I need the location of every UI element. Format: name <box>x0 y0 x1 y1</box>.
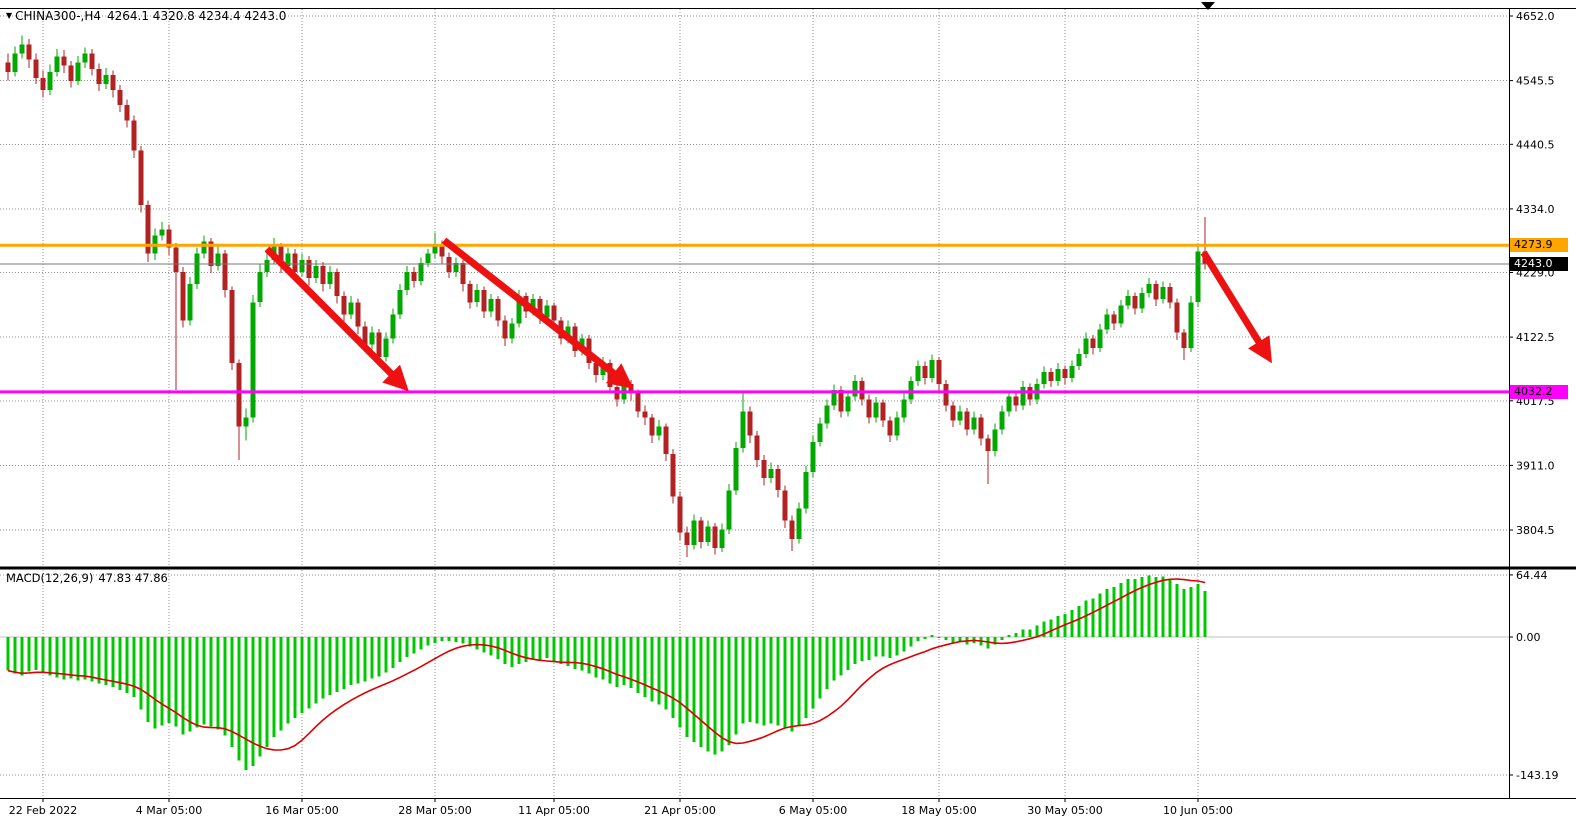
trend-arrow[interactable] <box>1200 250 1272 364</box>
macd-indicator-values: 47.83 47.86 <box>98 571 168 585</box>
chart-title: ▼ CHINA300-,H4 4264.1 4320.8 4234.4 4243.0 <box>6 9 286 23</box>
trend-arrow[interactable] <box>264 246 409 392</box>
y-axis-label: 3911.0 <box>1516 459 1555 472</box>
x-axis-label: 28 Mar 05:00 <box>398 804 471 817</box>
x-axis-label: 16 Mar 05:00 <box>265 804 338 817</box>
x-axis-label: 22 Feb 2022 <box>9 804 77 817</box>
chart-shift-marker-icon[interactable] <box>1201 2 1215 10</box>
chart-ohlc-values: 4264.1 4320.8 4234.4 4243.0 <box>107 9 287 23</box>
y-axis-labels: 4652.04545.54440.54334.04229.04122.54017… <box>1509 10 1558 782</box>
macd-axis-label: -143.19 <box>1516 769 1558 782</box>
x-axis-label: 11 Apr 05:00 <box>518 804 590 817</box>
y-axis-label: 4122.5 <box>1516 331 1555 344</box>
macd-histogram <box>6 575 1207 770</box>
macd-indicator-label: MACD(12,26,9) 47.83 47.86 <box>6 571 168 585</box>
y-axis-label: 4334.0 <box>1516 203 1555 216</box>
y-axis-label: 4545.5 <box>1516 75 1555 88</box>
pane-borders <box>0 8 1576 799</box>
y-axis-label: 4440.5 <box>1516 138 1555 151</box>
support-price-tag: 4032.2 <box>1510 385 1568 399</box>
x-axis-label: 10 Jun 05:00 <box>1163 804 1233 817</box>
current-price-tag: 4243.0 <box>1510 257 1568 271</box>
x-axis-label: 18 May 05:00 <box>901 804 976 817</box>
resistance-price-tag: 4273.9 <box>1510 238 1568 252</box>
symbol-marker-icon: ▼ <box>6 11 13 20</box>
candles-layer <box>5 35 1208 557</box>
y-axis-label: 3804.5 <box>1516 524 1555 537</box>
x-axis-labels: 22 Feb 2022 4 Mar 05:00 16 Mar 05:00 28 Mar… <box>9 798 1233 817</box>
x-axis-label: 6 May 05:00 <box>779 804 847 817</box>
macd-indicator-name: MACD(12,26,9) <box>6 571 94 585</box>
macd-axis-label: 64.44 <box>1516 569 1548 582</box>
trend-arrow[interactable] <box>441 237 634 389</box>
chart-symbol-label: CHINA300-,H4 <box>15 9 101 23</box>
x-axis-label: 21 Apr 05:00 <box>644 804 716 817</box>
x-axis-label: 30 May 05:00 <box>1027 804 1102 817</box>
x-axis-label: 4 Mar 05:00 <box>136 804 202 817</box>
y-axis-label: 4652.0 <box>1516 10 1555 23</box>
macd-signal-line <box>7 578 1206 751</box>
macd-axis-label: 0.00 <box>1516 631 1541 644</box>
